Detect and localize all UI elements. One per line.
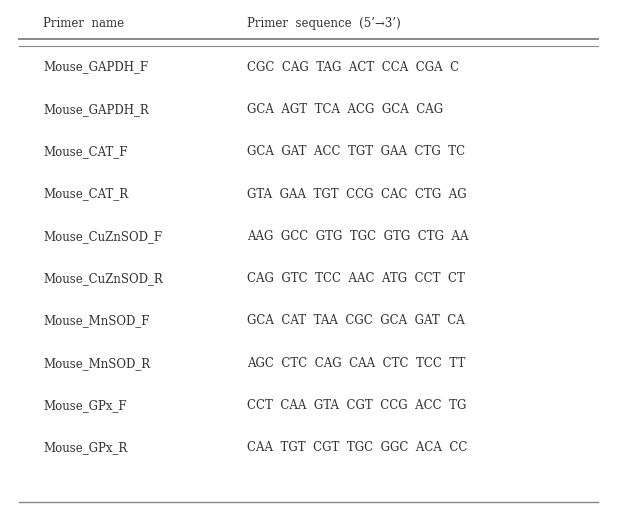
Text: GCA  AGT  TCA  ACG  GCA  CAG: GCA AGT TCA ACG GCA CAG [247,103,443,116]
Text: Mouse_GAPDH_F: Mouse_GAPDH_F [43,60,148,74]
Text: CCT  CAA  GTA  CGT  CCG  ACC  TG: CCT CAA GTA CGT CCG ACC TG [247,399,466,412]
Text: Mouse_GPx_F: Mouse_GPx_F [43,399,127,412]
Text: CAG  GTC  TCC  AAC  ATG  CCT  CT: CAG GTC TCC AAC ATG CCT CT [247,272,465,285]
Text: CGC  CAG  TAG  ACT  CCA  CGA  C: CGC CAG TAG ACT CCA CGA C [247,60,459,74]
Text: Primer  sequence  (5’→3’): Primer sequence (5’→3’) [247,17,400,30]
Text: Mouse_CAT_R: Mouse_CAT_R [43,187,128,201]
Text: GCA  CAT  TAA  CGC  GCA  GAT  CA: GCA CAT TAA CGC GCA GAT CA [247,314,465,328]
Text: CAA  TGT  CGT  TGC  GGC  ACA  CC: CAA TGT CGT TGC GGC ACA CC [247,441,467,455]
Text: GTA  GAA  TGT  CCG  CAC  CTG  AG: GTA GAA TGT CCG CAC CTG AG [247,187,466,201]
Text: Mouse_MnSOD_F: Mouse_MnSOD_F [43,314,150,328]
Text: Mouse_CAT_F: Mouse_CAT_F [43,145,128,158]
Text: Mouse_CuZnSOD_F: Mouse_CuZnSOD_F [43,230,162,243]
Text: Mouse_GPx_R: Mouse_GPx_R [43,441,128,455]
Text: Mouse_MnSOD_R: Mouse_MnSOD_R [43,357,151,370]
Text: Mouse_GAPDH_R: Mouse_GAPDH_R [43,103,149,116]
Text: Mouse_CuZnSOD_R: Mouse_CuZnSOD_R [43,272,163,285]
Text: AAG  GCC  GTG  TGC  GTG  CTG  AA: AAG GCC GTG TGC GTG CTG AA [247,230,468,243]
Text: GCA  GAT  ACC  TGT  GAA  CTG  TC: GCA GAT ACC TGT GAA CTG TC [247,145,465,158]
Text: Primer  name: Primer name [43,17,124,30]
Text: AGC  CTC  CAG  CAA  CTC  TCC  TT: AGC CTC CAG CAA CTC TCC TT [247,357,465,370]
